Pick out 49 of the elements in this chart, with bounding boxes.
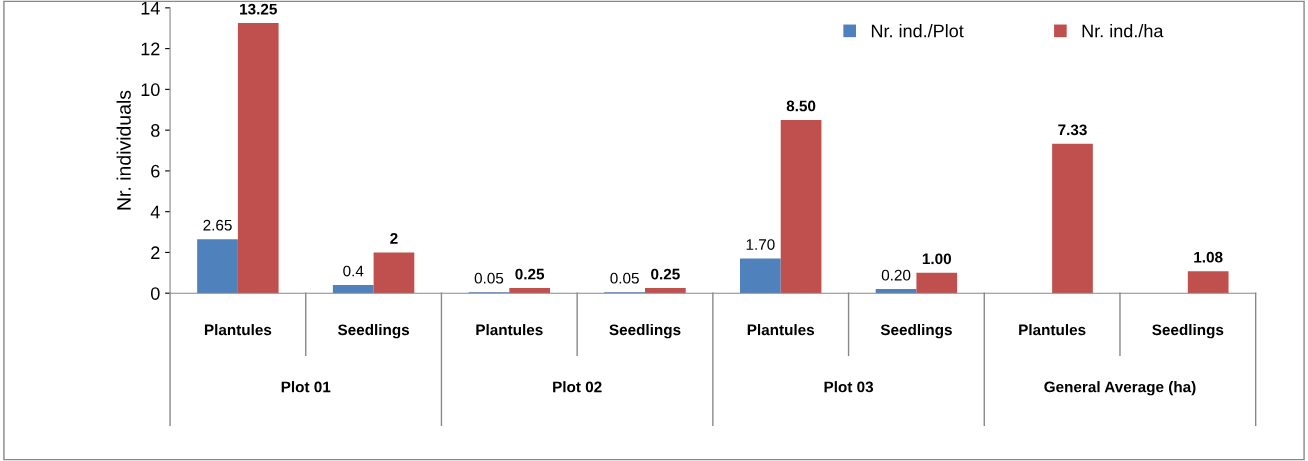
x-tick-label: Plantules — [747, 324, 815, 336]
data-label: 1.00 — [922, 253, 952, 265]
x-tick-label: Seedlings — [1152, 323, 1224, 339]
data-label: 0.25 — [651, 268, 680, 280]
legend-label: Nr. ind./Plot — [871, 24, 964, 38]
bar — [1187, 271, 1229, 294]
bar — [780, 119, 822, 294]
x-tick-label: Seedlings — [880, 323, 952, 339]
legend-label: Nr. ind./ha — [1082, 24, 1164, 38]
data-label: 2 — [390, 233, 398, 244]
y-tick-label: 8 — [151, 124, 160, 137]
x-tick-label: Plantules — [204, 324, 272, 336]
bar — [875, 289, 917, 294]
text: Plot 03 — [824, 381, 874, 393]
y-tick-label: 2 — [151, 246, 160, 259]
data-label: 0.20 — [881, 269, 911, 281]
bar — [332, 285, 374, 294]
bar — [373, 252, 415, 294]
bar — [197, 239, 238, 294]
x-tick-label: Seedlings — [337, 323, 410, 339]
bar — [916, 272, 958, 294]
data-label: 0.25 — [515, 268, 545, 280]
data-label: 2.65 — [203, 219, 232, 231]
bar — [645, 288, 686, 294]
text: Plot 01 — [281, 381, 331, 393]
x-tick-label: Plantules — [476, 324, 543, 336]
y-tick-label: 10 — [141, 83, 160, 97]
data-label: 7.33 — [1058, 124, 1087, 136]
data-label: 0.4 — [343, 265, 364, 277]
y-tick-label: 12 — [141, 42, 160, 56]
data-label: 1.08 — [1194, 251, 1223, 263]
x-tick-label: Plantules — [1019, 324, 1086, 336]
bar — [237, 23, 279, 294]
x-tick-label: Seedlings — [609, 323, 681, 339]
bar — [509, 288, 551, 294]
text: General Average (ha) — [1044, 381, 1196, 396]
y-tick-label: 6 — [151, 164, 160, 178]
text: Plot 02 — [553, 381, 602, 393]
data-label: 8.50 — [786, 100, 816, 112]
data-label: 1.70 — [746, 239, 775, 250]
bar — [740, 258, 781, 294]
y-tick-label: 4 — [150, 205, 160, 219]
y-tick-label: 14 — [141, 1, 160, 15]
bar — [1052, 143, 1093, 294]
data-label: 0.05 — [474, 272, 504, 284]
data-label: 13.25 — [240, 3, 277, 15]
data-label: 0.05 — [610, 272, 639, 284]
y-tick-label: 0 — [150, 287, 160, 300]
y-axis-title: Nr. individuals — [116, 90, 131, 210]
